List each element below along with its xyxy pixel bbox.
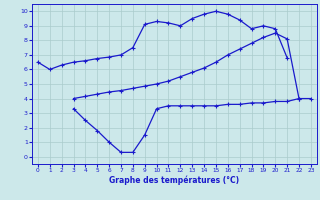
X-axis label: Graphe des températures (°C): Graphe des températures (°C) <box>109 176 239 185</box>
